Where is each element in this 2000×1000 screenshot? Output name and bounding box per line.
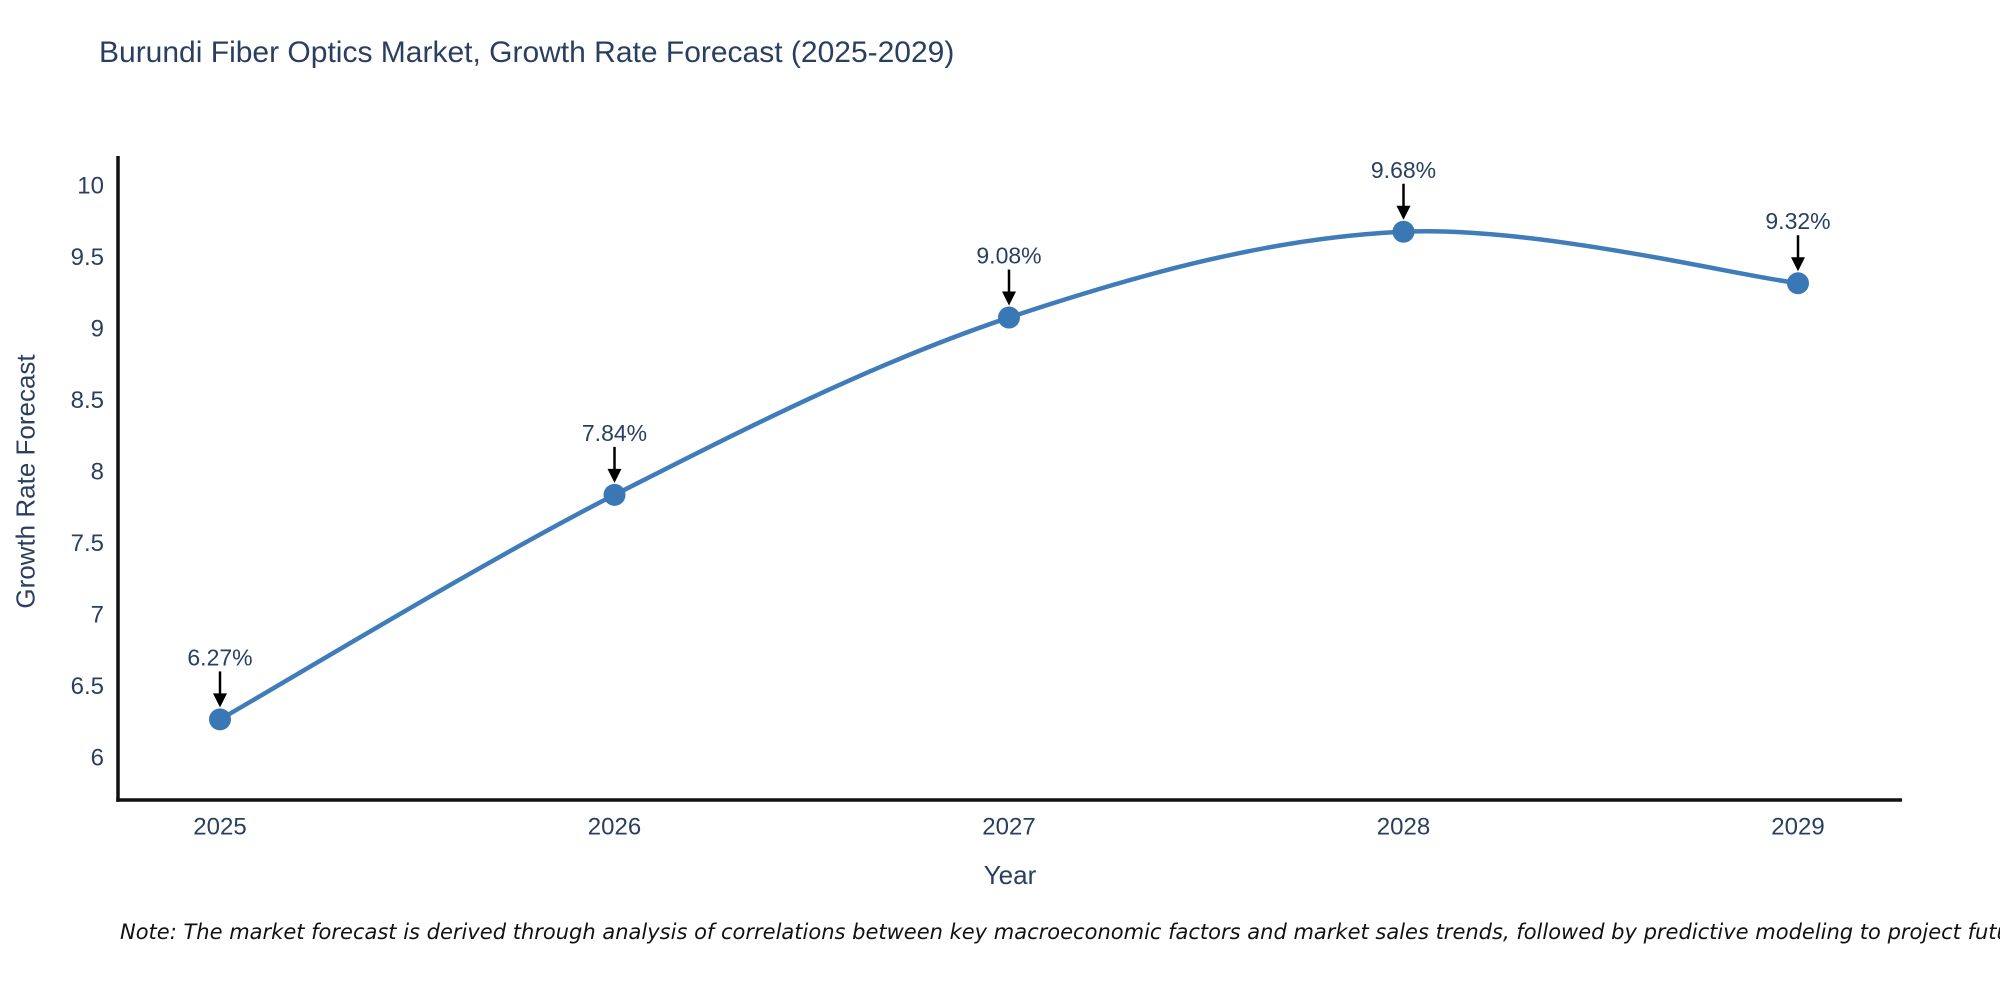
data-point-marker[interactable] — [1392, 220, 1415, 243]
data-point-label: 9.68% — [1371, 157, 1436, 183]
data-point-marker[interactable] — [1787, 272, 1809, 295]
x-tick-label: 2028 — [1377, 814, 1430, 841]
data-point-marker[interactable] — [998, 306, 1020, 329]
y-tick-label: 8 — [91, 459, 104, 486]
data-point-label: 9.08% — [976, 243, 1041, 269]
annotation-arrowhead-icon — [213, 693, 227, 708]
chart-title: Burundi Fiber Optics Market, Growth Rate… — [99, 36, 955, 69]
y-tick-label: 9.5 — [71, 244, 104, 271]
y-tick-label: 10 — [77, 173, 104, 200]
annotation-arrowhead-icon — [1002, 291, 1016, 306]
y-tick-label: 7.5 — [71, 530, 104, 557]
y-tick-label: 7 — [91, 602, 104, 629]
x-tick-label: 2027 — [982, 814, 1035, 841]
y-tick-label: 8.5 — [71, 387, 104, 414]
y-tick-label: 6 — [91, 745, 104, 772]
data-point-marker[interactable] — [603, 483, 626, 506]
annotation-arrowhead-icon — [1791, 257, 1805, 272]
x-axis-title: Year — [983, 860, 1037, 890]
data-point-label: 9.32% — [1765, 208, 1830, 234]
data-point-label: 6.27% — [187, 644, 252, 670]
x-tick-label: 2025 — [193, 814, 246, 841]
data-point-marker[interactable] — [209, 708, 231, 731]
x-tick-label: 2026 — [588, 814, 641, 841]
y-tick-label: 9 — [91, 316, 104, 343]
x-tick-label: 2029 — [1771, 814, 1824, 841]
footnote: Note: The market forecast is derived thr… — [120, 920, 2000, 944]
annotation-arrowhead-icon — [607, 468, 622, 483]
annotation-arrowhead-icon — [1396, 205, 1411, 220]
y-tick-label: 6.5 — [71, 673, 104, 700]
data-point-label: 7.84% — [582, 420, 647, 446]
